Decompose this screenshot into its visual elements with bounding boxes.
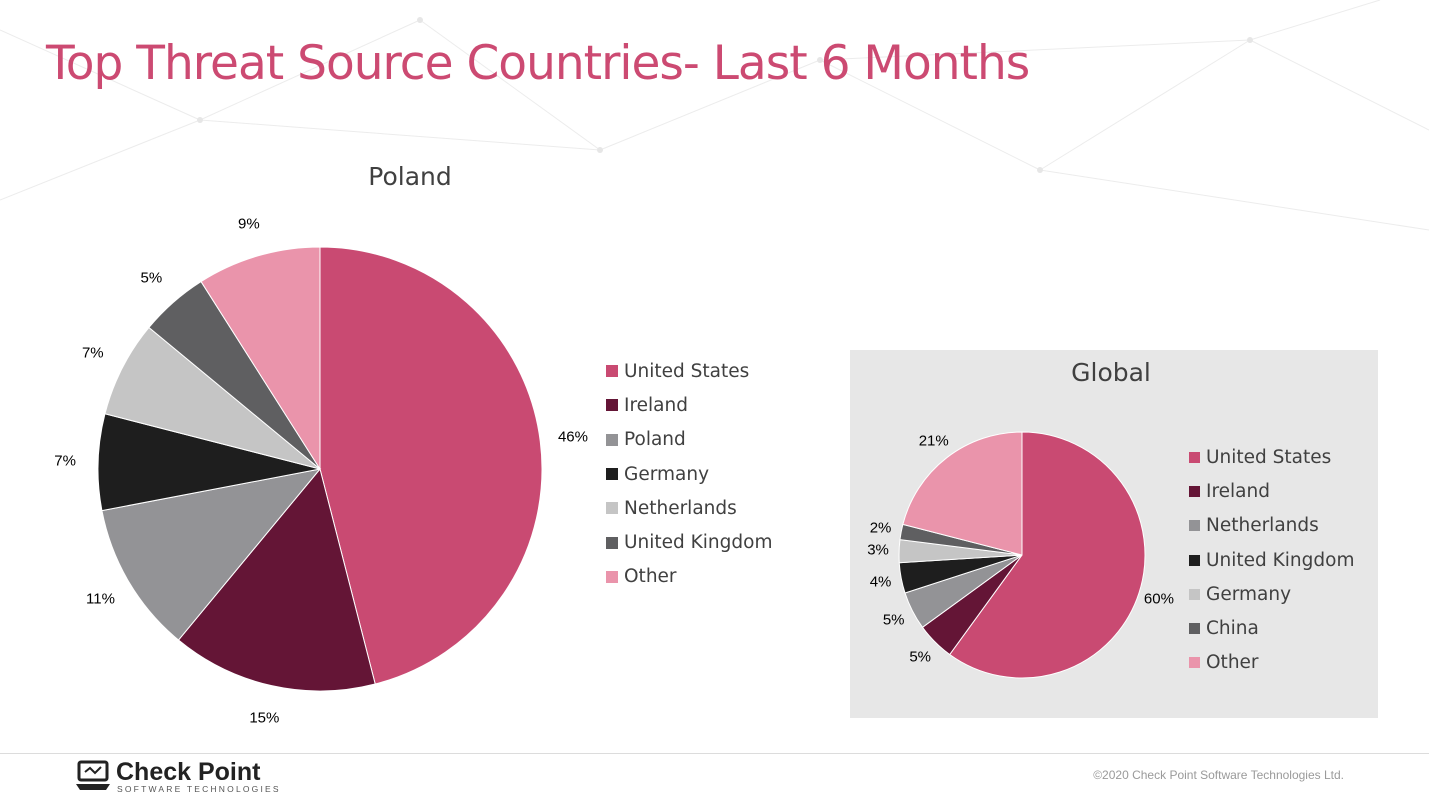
legend-item-united-kingdom: United Kingdom [1189,543,1355,577]
legend-label: United States [624,360,750,382]
data-label-other: 9% [238,215,260,233]
legend-swatch [1189,554,1200,566]
pie-chart-global [898,431,1146,679]
chart-title-poland: Poland [368,162,452,191]
legend-swatch [1189,451,1200,463]
legend-label: Germany [624,463,710,485]
chart-title-global: Global [1071,358,1151,387]
pie-slice-other [902,431,1023,556]
pie-slice-united-states [949,431,1146,679]
legend-label: Other [624,566,677,588]
pie-chart-poland [97,246,543,692]
legend-swatch [606,365,618,378]
data-label-germany: 3% [867,541,889,559]
pie-slice-united-states [319,246,543,685]
legend-item-china: China [1189,611,1355,645]
legend-label: United States [1206,446,1332,468]
legend-global: United States Ireland Netherlands United Ki… [1189,440,1355,680]
legend-swatch [606,433,618,446]
legend-item-netherlands: Netherlands [1189,509,1355,543]
legend-swatch [1189,485,1200,497]
legend-item-germany: Germany [606,457,773,491]
legend-label: United Kingdom [1206,549,1355,571]
legend-poland: United States Ireland Poland Germany Netherl… [606,354,773,594]
data-label-united-states: 60% [1143,590,1174,608]
data-label-netherlands: 5% [882,611,905,629]
legend-label: United Kingdom [624,532,773,554]
data-label-united-kingdom: 4% [869,573,892,591]
legend-label: Ireland [624,394,688,416]
legend-item-germany: Germany [1189,577,1355,611]
legend-swatch [606,570,618,583]
data-label-united-kingdom: 5% [140,269,163,287]
legend-label: Other [1206,652,1259,674]
legend-swatch [606,536,618,549]
legend-swatch [1189,588,1200,600]
pie-slice-ireland [177,467,376,692]
data-label-china: 2% [869,519,892,537]
data-label-other: 21% [918,432,949,450]
legend-item-ireland: Ireland [1189,474,1355,508]
legend-swatch [606,468,618,481]
pie-slice-other [200,246,321,471]
legend-item-united-kingdom: United Kingdom [606,525,773,559]
footer-divider [0,753,1429,754]
slide-title: Top Threat Source Countries- Last 6 Mont… [46,36,1030,91]
legend-item-other: Other [1189,646,1355,680]
logo-subtitle: SOFTWARE TECHNOLOGIES [117,784,281,794]
data-label-netherlands: 7% [81,344,104,362]
data-label-united-states: 46% [557,428,588,446]
legend-swatch [1189,657,1200,669]
pie-slice-poland [101,468,322,641]
legend-item-poland: Poland [606,423,773,457]
legend-label: Netherlands [624,497,737,519]
legend-item-netherlands: Netherlands [606,491,773,525]
legend-item-united-states: United States [1189,440,1355,474]
legend-swatch [606,502,618,515]
legend-label: Ireland [1206,480,1270,502]
legend-label: Poland [624,429,686,451]
legend-item-united-states: United States [606,354,773,388]
legend-swatch [1189,623,1200,635]
background-network-pattern [0,0,1429,231]
legend-swatch [606,399,618,412]
copyright-text: ©2020 Check Point Software Technologies … [1093,768,1344,782]
legend-swatch [1189,520,1200,532]
legend-item-other: Other [606,560,773,594]
legend-label: Germany [1206,583,1292,605]
legend-item-ireland: Ireland [606,388,773,422]
logo-name: Check Point [116,758,261,786]
data-label-poland: 11% [86,590,115,608]
legend-label: China [1206,618,1259,640]
data-label-ireland: 15% [249,709,280,727]
data-label-germany: 7% [54,452,76,470]
data-label-ireland: 5% [909,648,932,666]
check-point-logo-icon [76,760,110,790]
legend-label: Netherlands [1206,515,1319,537]
